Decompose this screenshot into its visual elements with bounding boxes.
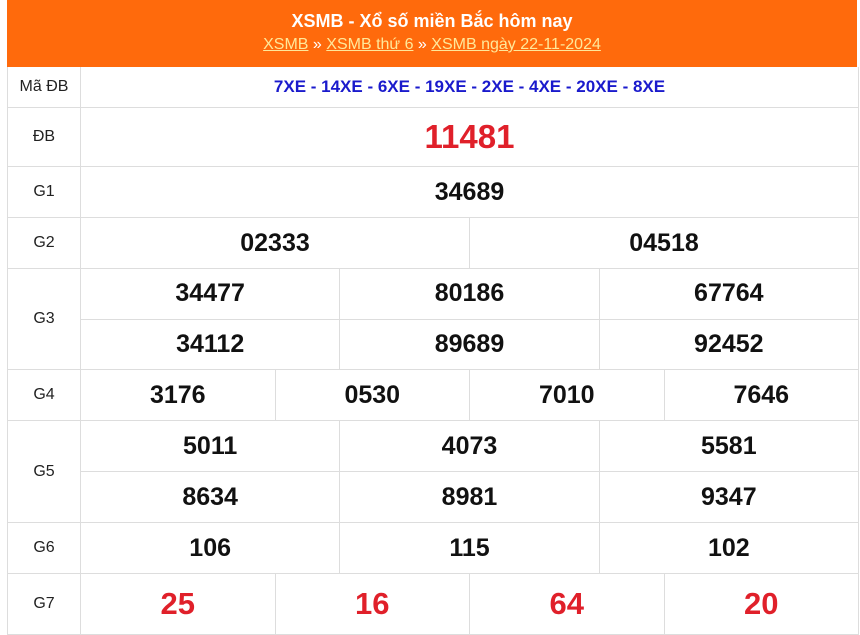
prize-number: 89689 [339, 319, 598, 369]
results-table: Mã ĐB 7XE - 14XE - 6XE - 19XE - 2XE - 4X… [7, 67, 859, 635]
prize-number: 5011 [183, 431, 238, 460]
row-g6: G6 106 115 102 [8, 523, 858, 574]
row-g3: G3 34477 80186 67764 34112 89689 92452 [8, 269, 858, 370]
prize-number: 67764 [598, 269, 858, 319]
row-label: ĐB [8, 108, 81, 166]
row-label: G7 [8, 574, 81, 634]
prize-number: 80186 [339, 269, 598, 319]
row-g7: G7 25 16 64 20 [8, 574, 858, 635]
page-title: XSMB - Xổ số miền Bắc hôm nay [291, 11, 573, 31]
row-label: G3 [8, 269, 81, 369]
prize-number: 34477 [175, 279, 245, 308]
prize-number: 9347 [598, 472, 858, 522]
row-g5: G5 5011 4073 5581 8634 8981 9347 [8, 421, 858, 523]
prize-number: 8981 [339, 472, 598, 522]
row-label: Mã ĐB [8, 67, 81, 107]
prize-number: 11481 [424, 118, 515, 155]
prize-number: 20 [663, 574, 859, 634]
prize-number: 25 [160, 586, 195, 621]
prize-number: 4073 [339, 421, 598, 471]
results-header: XSMB - Xổ số miền Bắc hôm nay XSMB » XSM… [7, 0, 857, 67]
prize-number: 92452 [598, 319, 858, 369]
prize-number: 0530 [274, 370, 470, 420]
prize-number: 04518 [469, 218, 858, 268]
prize-number: 7010 [469, 370, 664, 420]
prize-number: 64 [469, 574, 664, 634]
breadcrumb: XSMB » XSMB thứ 6 » XSMB ngày 22-11-2024 [7, 36, 857, 54]
prize-number: 102 [598, 523, 858, 573]
prize-number: 34112 [176, 329, 245, 358]
prize-number: 7646 [663, 370, 859, 420]
row-g1: G1 34689 [8, 167, 858, 218]
prize-number: 34689 [434, 177, 505, 206]
row-label: G6 [8, 523, 81, 573]
prize-number: 3176 [149, 380, 206, 409]
special-codes: 7XE - 14XE - 6XE - 19XE - 2XE - 4XE - 20… [273, 77, 666, 96]
prize-number: 02333 [240, 228, 310, 257]
breadcrumb-xsmb[interactable]: XSMB [263, 36, 309, 53]
prize-number: 8634 [182, 482, 238, 511]
row-label: G1 [8, 167, 81, 217]
row-label: G4 [8, 370, 81, 420]
breadcrumb-xsmb-thu-6[interactable]: XSMB thứ 6 [326, 36, 414, 53]
prize-number: 106 [189, 533, 232, 562]
prize-number: 16 [274, 574, 470, 634]
prize-number: 5581 [598, 421, 858, 471]
row-label: G5 [8, 421, 81, 522]
row-db: ĐB 11481 [8, 108, 858, 167]
row-g4: G4 3176 0530 7010 7646 [8, 370, 858, 421]
row-ma-db: Mã ĐB 7XE - 14XE - 6XE - 19XE - 2XE - 4X… [8, 67, 858, 108]
breadcrumb-separator: » [312, 36, 322, 53]
row-label: G2 [8, 218, 81, 268]
row-g2: G2 02333 04518 [8, 218, 858, 269]
breadcrumb-xsmb-date[interactable]: XSMB ngày 22-11-2024 [431, 36, 601, 53]
prize-number: 115 [339, 523, 598, 573]
breadcrumb-separator: » [417, 36, 427, 53]
